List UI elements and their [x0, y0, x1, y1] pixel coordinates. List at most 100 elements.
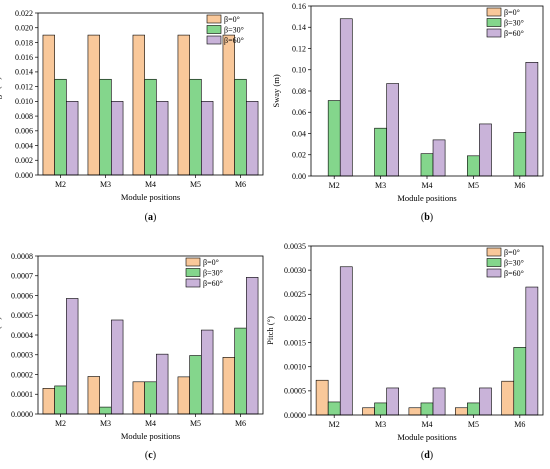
- y-tick-label-c-4: 0.0004: [11, 331, 33, 340]
- y-tick-label-d-2: 0.0010: [284, 363, 306, 372]
- bar-c-M5-series-0: [177, 376, 190, 415]
- bar-c-M4-series-1: [144, 381, 157, 415]
- y-tick-label-c-7: 0.0007: [11, 272, 33, 281]
- y-tick-label-c-3: 0.0003: [11, 351, 33, 360]
- y-tick-label-a-2: 0.004: [15, 141, 33, 150]
- chart-panel-c: 0.0000 0.0001 0.0002 0.0003 0.0004 0.0005 0.00…: [0, 252, 264, 461]
- legend-b: β=0° β=30°β=60°: [486, 7, 524, 38]
- bar-a-M5-series-2: [201, 101, 214, 176]
- y-tick-label-c-6: 0.0006: [11, 291, 33, 300]
- x-category-label-a-3: M5: [190, 180, 201, 189]
- y-axis-title-b: Sway (m): [271, 74, 281, 107]
- legend-swatch-a-0: [206, 14, 222, 24]
- bar-d-M2-series-1: [327, 401, 341, 416]
- panel-caption-letter-d: d: [424, 450, 430, 461]
- chart-panel-a: 0.000 0.002 0.004 0.006 0.008 0.010 0.012 0.014…: [0, 9, 264, 223]
- bar-c-M6-series-2: [246, 277, 259, 415]
- y-tick-label-d-7: 0.0035: [284, 242, 306, 251]
- bar-b-M2-series-1: [327, 100, 341, 177]
- x-category-label-b-2: M4: [421, 181, 432, 190]
- bar-d-M3-series-2: [386, 387, 399, 416]
- x-category-label-a-4: M6: [235, 180, 246, 189]
- legend-d: β=0° β=30°β=60°: [486, 247, 524, 278]
- bar-a-M2-series-0: [42, 34, 55, 176]
- y-tick-label-b-1: 0.02: [292, 151, 306, 160]
- y-tick-label-d-6: 0.0030: [284, 266, 306, 275]
- y-tick-label-a-5: 0.010: [15, 97, 33, 106]
- legend-a: β=0° β=30°β=60°: [206, 14, 244, 45]
- legend-label-c-0: β=0°: [203, 258, 219, 267]
- bar-d-M5-series-0: [454, 407, 468, 416]
- bar-d-M6-series-2: [525, 286, 539, 416]
- x-category-label-d-1: M3: [375, 420, 386, 429]
- y-tick-label-c-2: 0.0002: [11, 370, 33, 379]
- legend-swatch-b-1: [486, 18, 502, 27]
- legend-label-b-1: β=30°: [504, 19, 524, 28]
- y-tick-label-b-4: 0.08: [292, 87, 306, 96]
- bar-c-M2-series-2: [66, 298, 79, 415]
- bar-c-M4-series-2: [156, 353, 169, 415]
- y-tick-label-a-6: 0.012: [15, 82, 33, 91]
- panel-caption-letter-c: c: [148, 450, 153, 461]
- y-tick-label-d-0: 0.0000: [284, 411, 306, 420]
- x-category-label-d-4: M6: [514, 420, 525, 429]
- x-category-label-a-2: M4: [145, 180, 156, 189]
- y-tick-label-a-3: 0.006: [15, 127, 33, 136]
- bar-a-M3-series-2: [111, 101, 124, 176]
- bar-d-M5-series-2: [479, 387, 492, 416]
- bar-d-M2-series-2: [339, 266, 353, 416]
- legend-swatch-c-1: [185, 268, 201, 277]
- bar-a-M3-series-0: [87, 34, 100, 176]
- legend-label-a-0: β=0°: [224, 15, 240, 24]
- bar-c-M3-series-0: [87, 376, 100, 415]
- bar-c-M2-series-1: [54, 385, 67, 415]
- y-tick-label-b-0: 0.00: [292, 172, 306, 181]
- bar-d-M4-series-2: [432, 387, 446, 416]
- bar-a-M6-series-2: [246, 101, 259, 176]
- bar-d-M6-series-0: [501, 380, 515, 416]
- y-tick-label-a-1: 0.002: [15, 156, 33, 165]
- legend-swatch-d-1: [486, 258, 502, 267]
- y-tick-label-d-5: 0.0025: [284, 290, 306, 299]
- legend-swatch-d-2: [486, 268, 502, 278]
- x-category-label-b-4: M6: [514, 181, 525, 190]
- y-tick-label-b-5: 0.10: [292, 66, 306, 75]
- panel-caption-d: (d): [421, 450, 433, 461]
- x-axis-title-a: Module positions: [121, 192, 180, 202]
- legend-label-c-1: β=30°: [203, 269, 223, 278]
- x-category-label-b-0: M2: [329, 181, 340, 190]
- bar-d-M2-series-0: [315, 379, 329, 416]
- y-tick-label-d-3: 0.0015: [284, 338, 306, 347]
- chart-panel-d: 0.0000 0.0005 0.0010 0.0015 0.0020 0.0025 0.00…: [265, 242, 544, 461]
- x-category-label-d-3: M5: [468, 420, 479, 429]
- bar-c-M3-series-2: [111, 319, 124, 415]
- y-tick-label-a-8: 0.016: [15, 53, 33, 62]
- bar-a-M3-series-1: [99, 78, 112, 176]
- bar-c-M4-series-0: [132, 381, 145, 415]
- y-tick-label-a-7: 0.014: [15, 68, 33, 77]
- x-category-label-d-0: M2: [329, 420, 340, 429]
- legend-label-d-1: β=30°: [504, 259, 524, 268]
- bar-b-M3-series-1: [374, 127, 387, 177]
- x-category-label-b-3: M5: [468, 181, 479, 190]
- legend-label-c-2: β=60°: [203, 279, 223, 288]
- panel-caption-letter-a: a: [148, 212, 153, 223]
- y-tick-label-c-8: 0.0008: [11, 252, 33, 261]
- panel-caption-c: (c): [145, 450, 156, 461]
- legend-swatch-a-1: [206, 25, 222, 34]
- legend-label-a-1: β=30°: [224, 26, 244, 35]
- bar-a-M2-series-2: [66, 101, 79, 176]
- panel-caption-letter-b: b: [424, 212, 430, 223]
- legend-label-b-0: β=0°: [504, 8, 520, 17]
- legend-label-a-2: β=60°: [224, 36, 244, 45]
- bar-a-M5-series-0: [177, 34, 190, 176]
- bar-c-M6-series-1: [234, 327, 247, 415]
- x-axis-title-d: Module positions: [397, 432, 456, 442]
- bar-b-M3-series-2: [386, 83, 399, 177]
- legend-label-d-0: β=0°: [504, 248, 520, 257]
- bar-c-M5-series-1: [189, 355, 202, 415]
- legend-swatch-c-0: [185, 257, 201, 267]
- legend-swatch-b-0: [486, 7, 502, 17]
